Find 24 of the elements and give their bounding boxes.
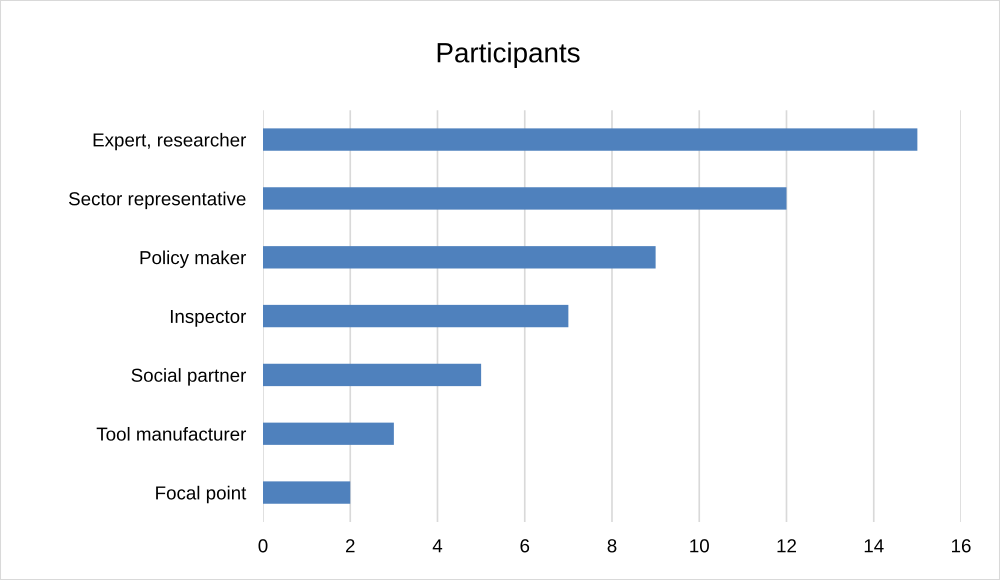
x-tick-label: 8	[608, 539, 616, 552]
x-tick-label: 10	[690, 539, 709, 552]
chart-title: Participants	[438, 42, 580, 68]
bar	[263, 128, 918, 151]
y-tick-label: Policy maker	[140, 250, 246, 268]
x-tick-label: 4	[432, 539, 442, 552]
y-tick-label: Inspector	[170, 310, 246, 327]
bar	[263, 422, 394, 445]
bar	[263, 304, 568, 328]
x-tick-label: 6	[520, 539, 530, 552]
x-tick-label: 2	[346, 539, 355, 552]
x-tick-label: 0	[258, 539, 268, 552]
y-tick-label: Tool manufacturer	[96, 426, 246, 441]
y-tick-label: Focal point	[156, 486, 246, 504]
y-tick-label: Expert, researcher	[94, 132, 246, 150]
bar	[263, 246, 656, 268]
y-tick-label: Sector representative	[68, 192, 246, 210]
x-tick-label: 16	[952, 539, 971, 552]
bar	[263, 481, 350, 504]
x-tick-label: 12	[778, 539, 796, 552]
bar	[263, 364, 482, 386]
x-tick-label: 14	[864, 539, 884, 552]
y-tick-label: Social partner	[132, 368, 246, 386]
bar	[263, 187, 786, 210]
